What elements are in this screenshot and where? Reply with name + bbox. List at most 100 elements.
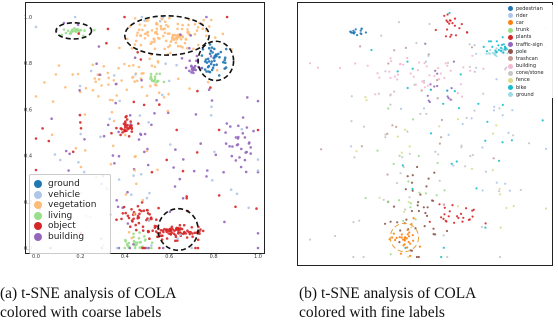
scatter-point-object [181, 169, 185, 173]
scatter-point-object [126, 126, 129, 130]
scatter-point-cone-stone [408, 152, 411, 155]
scatter-point-rider [501, 114, 504, 117]
scatter-point-vegetation [153, 31, 157, 34]
scatter-point-vegetation [196, 26, 200, 29]
scatter-point-living [143, 239, 147, 242]
scatter-point-building [439, 72, 442, 75]
scatter-point-cone-stone [362, 255, 365, 259]
scatter-point-vegetation [137, 28, 141, 32]
scatter-point-vegetation [139, 43, 143, 47]
scatter-point-pole [404, 188, 407, 191]
scatter-point-rider [350, 145, 353, 148]
scatter-point-vegetation [97, 95, 100, 98]
scatter-point-building [114, 101, 117, 105]
caption-a-line2: colored with coarse labels [0, 304, 162, 321]
scatter-point-building [102, 134, 106, 138]
legend-label: living [48, 210, 73, 221]
scatter-point-object [189, 230, 192, 234]
scatter-point-bike [494, 49, 497, 52]
scatter-point-vegetation [134, 39, 138, 43]
scatter-point-cone-stone [334, 234, 337, 238]
scatter-point-object [165, 230, 169, 234]
scatter-point-cone-stone [393, 90, 396, 93]
scatter-point-object [141, 246, 144, 250]
scatter-point-ground [224, 47, 228, 51]
scatter-point-object [130, 127, 134, 130]
scatter-point-vegetation [221, 32, 225, 36]
scatter-point-bike [459, 73, 462, 76]
scatter-point-object [166, 228, 169, 232]
scatter-point-building [117, 154, 121, 158]
scatter-point-pole [406, 175, 409, 178]
scatter-point-bike [404, 246, 407, 249]
scatter-point-building [209, 55, 213, 58]
scatter-point-fence [355, 150, 358, 153]
scatter-point-object [137, 122, 140, 125]
scatter-point-building [147, 246, 150, 250]
scatter-point-vehicle [147, 121, 150, 124]
scatter-point-car [406, 228, 409, 232]
scatter-point-living [150, 246, 153, 250]
scatter-point-pedestrian [359, 32, 362, 35]
scatter-point-vegetation [155, 23, 158, 26]
scatter-point-vegetation [155, 84, 158, 87]
scatter-point-plants [454, 34, 458, 37]
scatter-point-building [188, 46, 191, 50]
scatter-point-vegetation [145, 31, 149, 35]
scatter-point-ground [212, 63, 216, 67]
scatter-point-bike [406, 86, 409, 90]
scatter-point-vehicle [117, 178, 121, 181]
scatter-point-car [418, 245, 421, 248]
annotation-ellipse [197, 40, 235, 82]
scatter-point-vehicle [147, 218, 151, 222]
scatter-point-vehicle [130, 193, 133, 196]
scatter-point-rider [493, 105, 496, 108]
scatter-point-vegetation [133, 17, 137, 20]
legend-label: object [48, 221, 76, 232]
scatter-point-fence [491, 169, 494, 172]
scatter-point-vegetation [145, 19, 149, 23]
scatter-point-vegetation [51, 100, 55, 103]
scatter-point-pole [410, 209, 413, 213]
scatter-point-vegetation [183, 41, 187, 45]
scatter-point-object [234, 205, 237, 209]
scatter-point-vegetation [155, 32, 159, 36]
scatter-point-trashcan [440, 136, 443, 139]
scatter-point-vegetation [166, 25, 170, 28]
scatter-point-cone-stone [353, 156, 356, 159]
scatter-point-cone-stone [384, 133, 387, 136]
scatter-point-plants [453, 17, 457, 20]
scatter-point-vegetation [197, 43, 200, 47]
scatter-point-building [190, 71, 193, 74]
scatter-point-building [461, 95, 464, 98]
caption-b-line2: colored with fine labels [299, 304, 445, 321]
scatter-point-ground [200, 54, 204, 57]
scatter-point-vehicle [118, 99, 121, 103]
scatter-point-ground [208, 43, 212, 46]
scatter-point-vegetation [93, 77, 97, 80]
scatter-point-plants [443, 213, 446, 216]
scatter-point-object [130, 130, 134, 133]
scatter-point-cone-stone [468, 65, 471, 68]
scatter-point-vegetation [137, 65, 141, 69]
scatter-point-car [406, 246, 409, 249]
scatter-point-cone-stone [350, 95, 353, 98]
scatter-point-bike [411, 67, 414, 70]
scatter-point-building [339, 66, 342, 70]
scatter-point-bike [499, 46, 503, 50]
scatter-point-vegetation [153, 40, 156, 44]
scatter-point-vehicle [89, 69, 93, 73]
scatter-point-building [437, 67, 440, 70]
scatter-point-object [105, 41, 108, 45]
legend-label: building [516, 63, 537, 70]
scatter-point-plants [438, 203, 441, 206]
scatter-point-plants [457, 216, 460, 220]
scatter-point-trashcan [492, 157, 495, 160]
scatter-point-vegetation [123, 133, 127, 137]
scatter-point-object [187, 230, 190, 234]
scatter-point-cone-stone [350, 120, 353, 123]
scatter-point-building [252, 129, 255, 133]
scatter-point-building [114, 82, 118, 86]
legend-marker [508, 6, 513, 12]
scatter-point-trunk [443, 189, 446, 192]
